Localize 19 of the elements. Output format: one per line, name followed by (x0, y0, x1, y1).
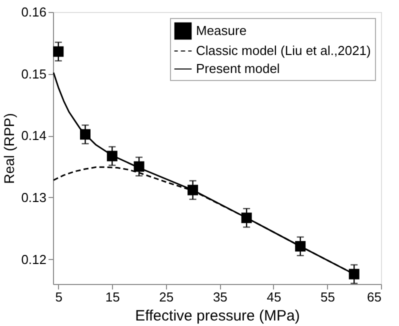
legend-label: Measure (196, 23, 247, 38)
legend-label: Present model (196, 61, 280, 76)
point (348, 268, 360, 280)
y-tick-label: 0.14 (21, 128, 46, 144)
y-tick-label: 0.15 (21, 66, 46, 82)
x-tick-label: 25 (159, 290, 174, 304)
y-tick-label: 0.16 (21, 4, 46, 20)
x-tick-label: 65 (367, 290, 382, 304)
y-tick-label: 0.13 (21, 190, 46, 205)
y-axis-title: Real (RPP) (1, 113, 18, 184)
x-tick-label: 55 (320, 290, 335, 304)
x-tick-label: 5 (55, 290, 62, 304)
x-tick-label: 35 (212, 290, 228, 304)
x-tick-label: 15 (105, 290, 120, 304)
x-axis-title: Effective pressure (MPa) (135, 308, 300, 324)
x-tick-label: 45 (266, 290, 282, 304)
y-tick-label: 0.12 (21, 252, 46, 267)
legend-label: Classic model (Liu et al.,2021) (196, 43, 371, 58)
point (53, 46, 64, 57)
